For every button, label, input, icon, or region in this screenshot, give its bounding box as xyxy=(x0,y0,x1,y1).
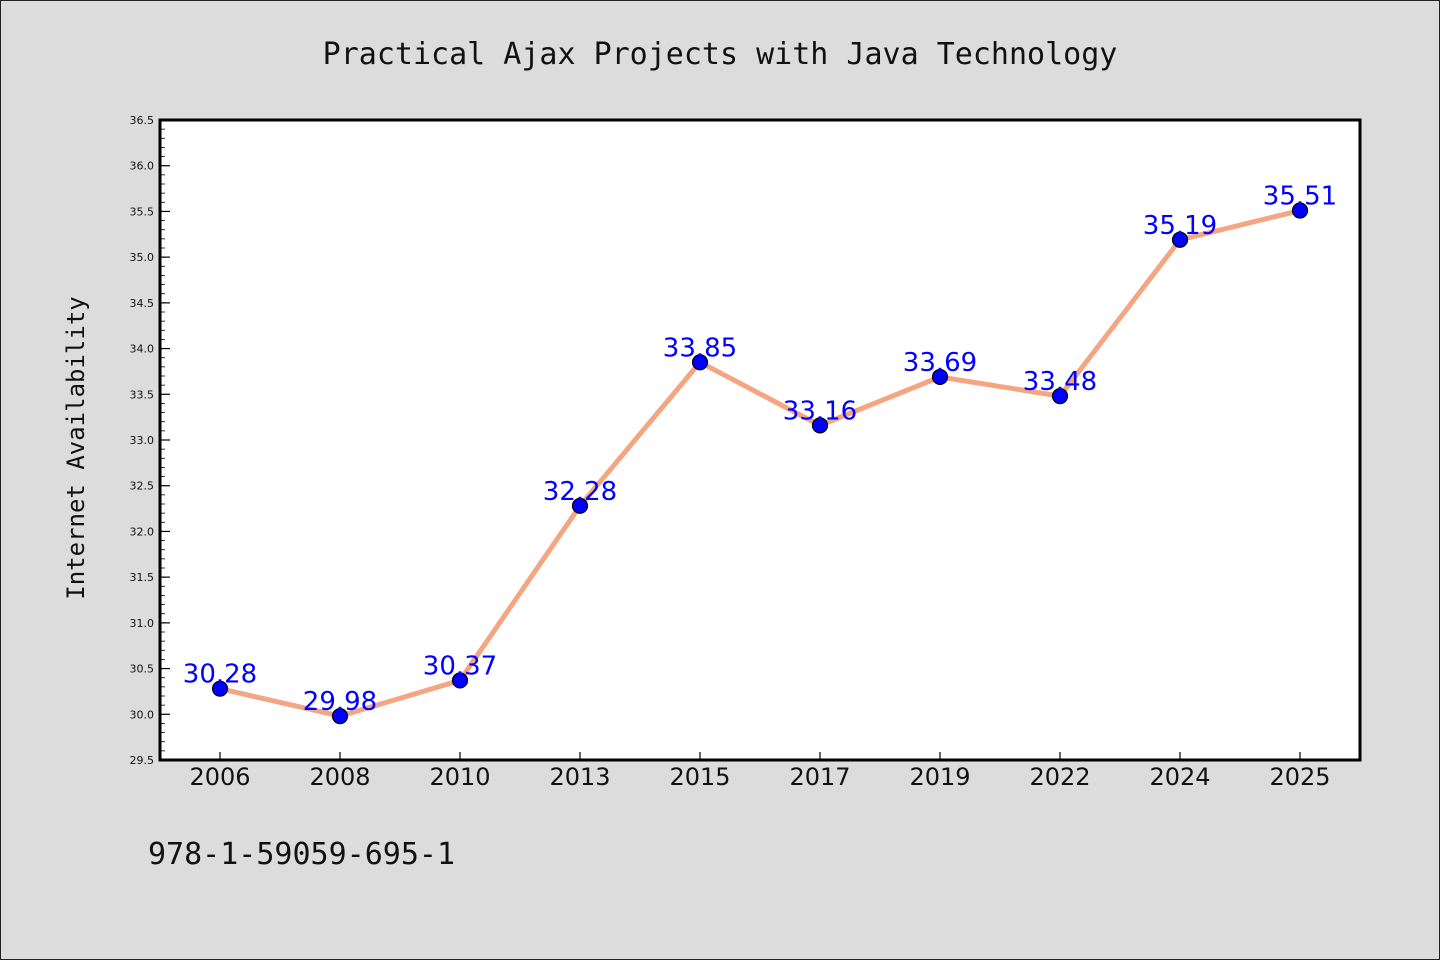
y-tick-label: 31.0 xyxy=(130,617,155,630)
x-tick-label: 2017 xyxy=(789,763,850,791)
data-point xyxy=(931,368,949,386)
x-tick-label: 2006 xyxy=(189,763,250,791)
plot-area xyxy=(158,118,1362,762)
data-label: 32.28 xyxy=(543,477,617,507)
series-line xyxy=(219,208,1301,719)
x-tick-label: 2010 xyxy=(429,763,490,791)
y-tick-label: 35.0 xyxy=(130,251,155,264)
y-tick-label: 36.0 xyxy=(130,160,155,173)
y-tick-label: 32.5 xyxy=(130,480,155,493)
x-tick-label: 2019 xyxy=(909,763,970,791)
y-tick-label: 30.0 xyxy=(130,708,155,721)
data-label: 33.85 xyxy=(663,333,737,363)
data-point xyxy=(1291,202,1309,219)
y-tick-label: 30.5 xyxy=(130,663,155,676)
data-point xyxy=(1051,388,1069,405)
y-axis-label: Internet Availability xyxy=(62,296,90,599)
data-label: 29.98 xyxy=(303,687,377,717)
data-point xyxy=(331,708,349,725)
data-label: 33.16 xyxy=(783,396,857,426)
data-label: 33.48 xyxy=(1023,367,1097,397)
y-tick-label: 31.5 xyxy=(130,571,155,584)
data-labels: 30.28 29.98 30.37 32.28 33.85 33.16 33.69 33.48… xyxy=(183,182,1337,718)
y-tick-label: 33.5 xyxy=(130,388,155,401)
series-group xyxy=(211,202,1309,725)
y-tick-label: 36.5 xyxy=(130,114,155,127)
data-point xyxy=(571,497,589,514)
data-label: 30.28 xyxy=(183,660,257,690)
y-tick-label: 35.5 xyxy=(130,205,155,218)
data-point xyxy=(1171,231,1189,248)
y-tick-label: 34.5 xyxy=(130,297,155,310)
x-tick-label: 2022 xyxy=(1029,763,1090,791)
data-point xyxy=(451,672,469,689)
data-label: 30.37 xyxy=(423,651,497,681)
y-tick-label: 33.0 xyxy=(130,434,155,447)
x-axis: 2006 2008 2010 2013 2015 2017 2019 2022 2024 2025 xyxy=(189,752,1331,791)
x-tick-label: 2013 xyxy=(549,763,610,791)
y-tick-label: 32.0 xyxy=(130,525,155,538)
x-tick-label: 2008 xyxy=(309,763,370,791)
data-point xyxy=(211,680,229,697)
y-axis: 29.5 30.0 30.5 31.0 31.5 32.0 32.5 33.0 33.5 34.0… xyxy=(130,114,170,767)
x-tick-label: 2015 xyxy=(669,763,730,791)
x-tick-label: 2025 xyxy=(1269,763,1330,791)
data-label: 35.51 xyxy=(1263,182,1337,212)
data-point xyxy=(811,417,829,434)
chart-title: Practical Ajax Projects with Java Techno… xyxy=(323,37,1118,72)
data-label: 35.19 xyxy=(1143,211,1217,241)
data-point xyxy=(691,354,709,371)
isbn-footnote: 978-1-59059-695-1 xyxy=(148,837,455,872)
data-label: 33.69 xyxy=(903,348,977,378)
x-tick-label: 2024 xyxy=(1149,763,1210,791)
y-tick-label: 34.0 xyxy=(130,343,155,356)
y-tick-label: 29.5 xyxy=(130,754,155,767)
